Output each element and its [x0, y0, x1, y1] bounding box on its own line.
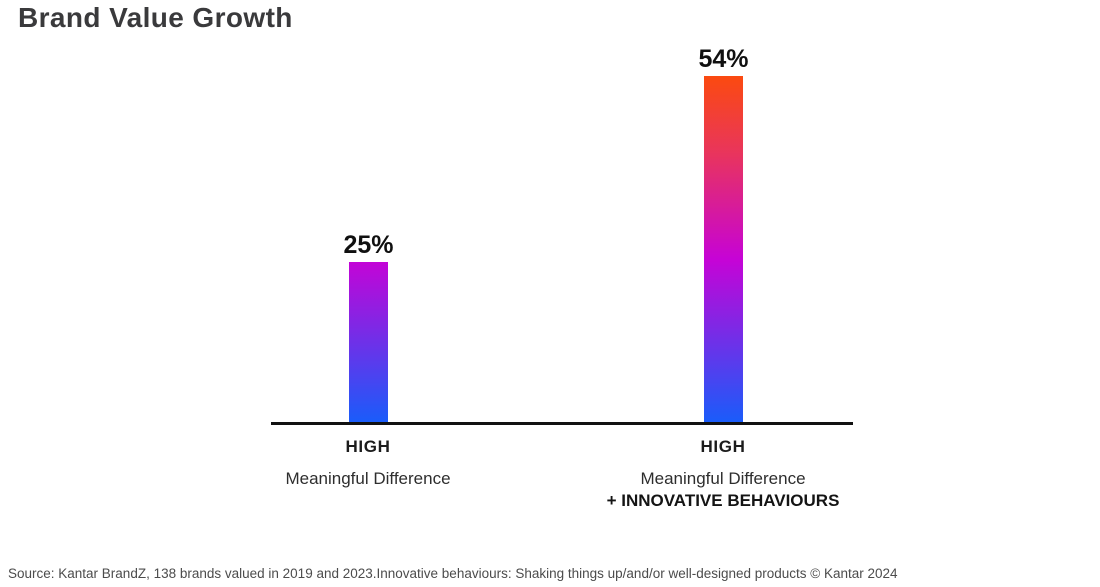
bar-meaningful-difference	[349, 262, 388, 422]
source-attribution: Source: Kantar BrandZ, 138 brands valued…	[8, 566, 898, 581]
x-axis-label-group-1: HIGH Meaningful Difference	[208, 437, 528, 489]
bar-group-innovative-behaviours: 54%	[698, 45, 749, 422]
x-axis-label-high: HIGH	[345, 437, 391, 456]
bar-value-label: 54%	[698, 44, 749, 73]
x-axis-label-group-2: HIGH Meaningful Difference + INNOVATIVE …	[563, 437, 883, 511]
bar-meaningful-difference-plus-innovative	[704, 76, 743, 422]
chart-plot-area: 25% 54%	[271, 45, 853, 425]
x-axis-label-high: HIGH	[700, 437, 746, 456]
x-axis-label-meaningful-difference: Meaningful Difference	[640, 469, 806, 488]
x-axis-label-meaningful-difference: Meaningful Difference	[285, 469, 451, 488]
bar-group-meaningful-difference: 25%	[343, 231, 394, 422]
bar-value-label: 25%	[343, 230, 394, 259]
x-axis-label-innovative-behaviours: + INNOVATIVE BEHAVIOURS	[606, 491, 840, 510]
page-title: Brand Value Growth	[18, 2, 293, 33]
